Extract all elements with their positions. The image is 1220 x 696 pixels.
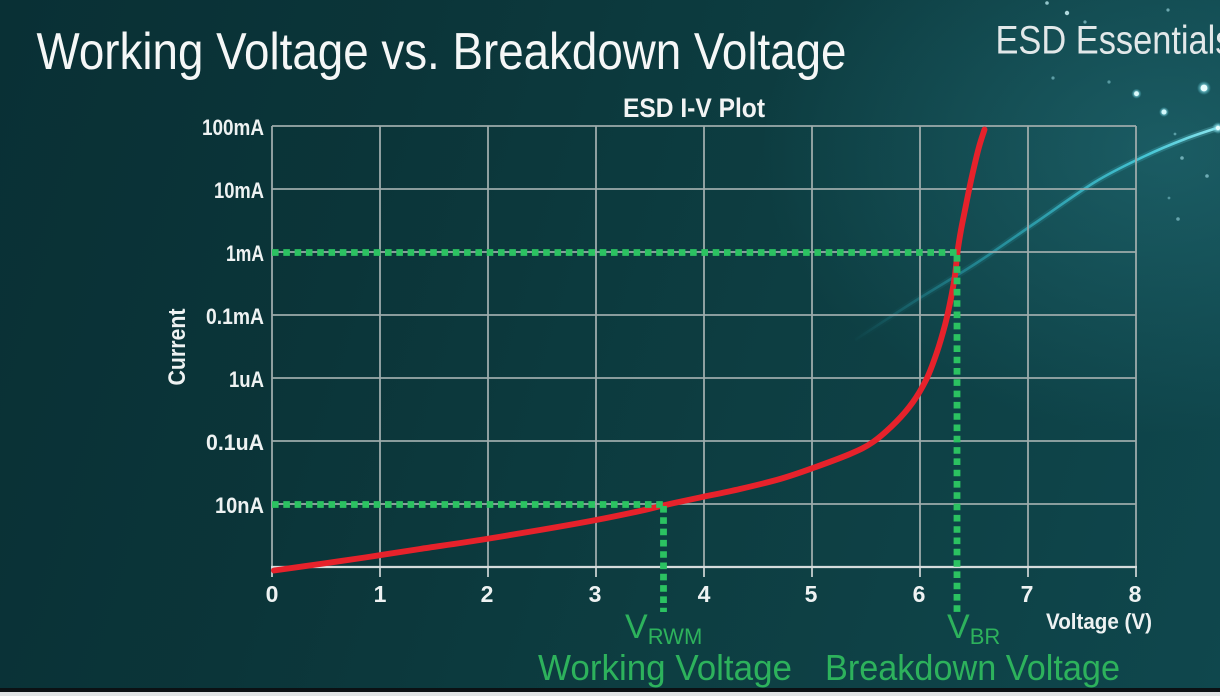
- svg-text:4: 4: [698, 581, 711, 607]
- svg-text:VBR: VBR: [947, 608, 1000, 649]
- svg-text:VRWM: VRWM: [625, 608, 702, 649]
- svg-text:ESD Essentials: ESD Essentials: [996, 19, 1220, 63]
- svg-text:ESD I-V Plot: ESD I-V Plot: [623, 93, 765, 123]
- svg-text:Breakdown Voltage: Breakdown Voltage: [825, 647, 1120, 688]
- svg-text:0.1mA: 0.1mA: [206, 304, 264, 329]
- svg-text:5: 5: [805, 581, 818, 607]
- svg-text:10mA: 10mA: [214, 178, 264, 203]
- svg-text:0.1uA: 0.1uA: [206, 430, 264, 455]
- svg-text:Working Voltage vs. Breakdown: Working Voltage vs. Breakdown Voltage: [37, 23, 847, 81]
- svg-text:1uA: 1uA: [229, 367, 264, 392]
- svg-text:1mA: 1mA: [226, 241, 264, 266]
- svg-text:100mA: 100mA: [202, 115, 264, 140]
- svg-text:Working Voltage: Working Voltage: [538, 647, 792, 688]
- svg-text:10nA: 10nA: [215, 493, 264, 518]
- svg-text:0: 0: [266, 581, 279, 607]
- svg-text:3: 3: [589, 581, 602, 607]
- svg-text:2: 2: [481, 581, 494, 607]
- svg-text:7: 7: [1021, 581, 1034, 607]
- svg-text:6: 6: [913, 581, 926, 607]
- svg-text:Current: Current: [164, 308, 191, 385]
- svg-text:Voltage (V): Voltage (V): [1046, 609, 1152, 634]
- svg-text:8: 8: [1129, 581, 1142, 607]
- svg-text:1: 1: [374, 581, 387, 607]
